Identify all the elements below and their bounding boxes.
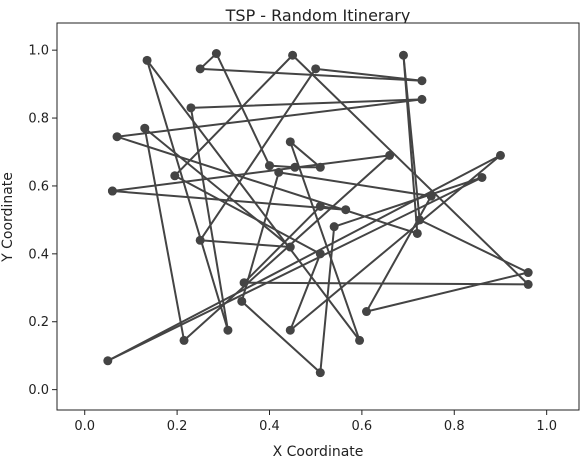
route-segment (173, 174, 322, 255)
route-segment (365, 195, 433, 313)
city-point (417, 76, 427, 86)
route-segment (277, 171, 433, 198)
city-point (415, 215, 425, 225)
x-tick-label: 1.0 (536, 419, 557, 434)
route-segment (111, 154, 391, 193)
route-segment (173, 54, 294, 177)
x-tick-label: 0.0 (74, 419, 95, 434)
city-point (426, 191, 436, 201)
route-segment (199, 67, 317, 242)
city-point (195, 235, 205, 245)
city-point (142, 55, 152, 65)
city-point (495, 150, 505, 160)
city-point (285, 325, 295, 335)
y-axis: 0.0 0.2 0.4 0.6 0.8 1.0 (28, 44, 57, 398)
city-point (385, 150, 395, 160)
route-segment (333, 176, 483, 228)
x-axis: 0.0 0.2 0.4 0.6 0.8 1.0 (74, 410, 557, 434)
city-point (288, 50, 298, 60)
city-point (315, 162, 325, 172)
x-tick-label: 0.6 (352, 419, 373, 434)
x-tick-label: 0.2 (167, 419, 188, 434)
route-segment (314, 67, 423, 82)
city-point (239, 278, 249, 288)
city-point (285, 137, 295, 147)
route-segment (199, 67, 423, 82)
city-point (315, 201, 325, 211)
city-point (107, 186, 117, 196)
route-segment (418, 218, 530, 274)
city-point (523, 279, 533, 289)
y-tick-label: 0.6 (28, 179, 49, 194)
city-point (237, 296, 247, 306)
route-segment (291, 54, 530, 286)
plot-frame (56, 22, 580, 411)
x-tick-label: 0.4 (259, 419, 280, 434)
route-segment (289, 140, 322, 169)
route-segment (106, 176, 483, 362)
city-point (195, 64, 205, 74)
city-point (274, 167, 284, 177)
y-tick-label: 0.0 (28, 383, 49, 398)
route-segment (143, 127, 292, 249)
city-point (179, 335, 189, 345)
route-segment (146, 59, 361, 342)
route-segment (215, 52, 271, 167)
route-segment (243, 205, 322, 284)
route-segment (116, 135, 419, 235)
chart-title: TSP - Random Itinerary (225, 6, 411, 25)
city-point (103, 356, 113, 366)
city-point (362, 307, 372, 317)
city-point (211, 49, 221, 59)
route-segment (199, 239, 292, 249)
route-segment (289, 140, 361, 342)
city-point (186, 103, 196, 113)
route-segment (365, 271, 530, 313)
y-tick-label: 1.0 (28, 44, 49, 59)
x-axis-label: X Coordinate (273, 444, 364, 458)
city-point (285, 242, 295, 252)
city-point (523, 268, 533, 278)
city-point (264, 161, 274, 171)
route-segment (111, 190, 347, 211)
route-segment (240, 300, 322, 374)
route-segment (189, 98, 423, 109)
route-segment (143, 127, 186, 342)
city-point (341, 205, 351, 215)
city-point (170, 171, 180, 181)
city-point (223, 325, 233, 335)
city-point (477, 172, 487, 182)
x-tick-label: 0.8 (444, 419, 465, 434)
itinerary-route (106, 52, 530, 374)
y-tick-label: 0.4 (28, 247, 49, 262)
city-point (112, 132, 122, 142)
city-point (315, 368, 325, 378)
city-point (417, 94, 427, 104)
city-point (329, 222, 339, 232)
city-markers (103, 49, 533, 378)
y-tick-label: 0.8 (28, 112, 49, 127)
route-segment (289, 252, 322, 332)
city-point (311, 64, 321, 74)
route-segment (243, 281, 530, 286)
route-segment (189, 106, 229, 332)
city-point (398, 50, 408, 60)
y-axis-label: Y Coordinate (0, 172, 16, 263)
city-point (140, 123, 150, 133)
route-segment (402, 54, 421, 221)
y-tick-label: 0.2 (28, 315, 49, 330)
plot-area: 0.0 0.2 0.4 0.6 0.8 1.0 0.0 0.2 0.4 0.6 0.8 1.0 (28, 22, 580, 434)
city-point (355, 335, 365, 345)
route-segment (106, 154, 502, 362)
city-point (315, 249, 325, 259)
route-segment (146, 59, 229, 332)
route-segment (289, 154, 502, 332)
route-segment (116, 98, 423, 138)
city-point (412, 228, 422, 238)
city-point (290, 162, 300, 172)
